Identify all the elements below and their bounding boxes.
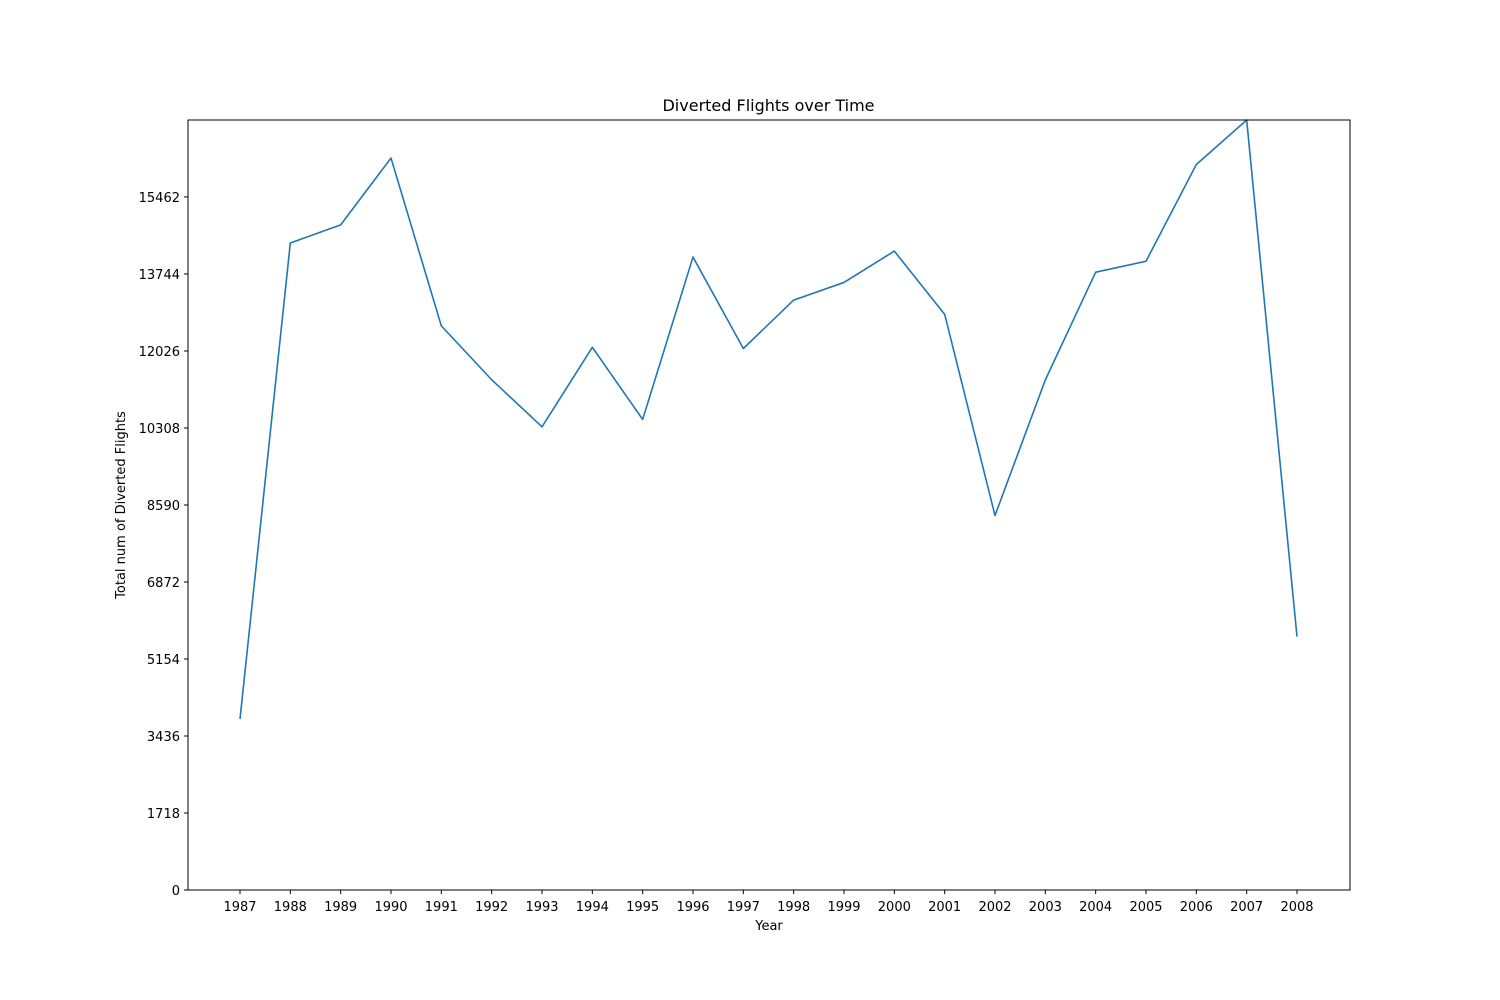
x-axis: 1987 1988 1989 1990 1991 1992 1993 1994 1995 1996… <box>223 890 1314 915</box>
x-tick-label: 2006 <box>1180 900 1213 915</box>
x-tick-label: 2001 <box>928 900 961 915</box>
x-tick-label: 2003 <box>1029 900 1062 915</box>
y-tick-label: 5154 <box>147 653 180 668</box>
x-tick-label: 1987 <box>223 900 256 915</box>
x-tick-label: 1990 <box>374 900 407 915</box>
x-tick-label: 1997 <box>727 900 760 915</box>
y-axis-label: Total num of Diverted Flights <box>114 411 129 600</box>
series-line <box>239 119 1298 720</box>
x-tick-label: 1999 <box>827 900 860 915</box>
plot-series <box>239 119 1298 720</box>
x-axis-label: Year <box>754 919 783 934</box>
x-tick-label: 2002 <box>978 900 1011 915</box>
x-tick-label: 1989 <box>324 900 357 915</box>
x-tick-label: 1995 <box>626 900 659 915</box>
x-tick-label: 1996 <box>676 900 709 915</box>
x-tick-label: 1994 <box>576 900 609 915</box>
chart-title: Diverted Flights over Time <box>662 96 874 115</box>
x-tick-label: 1988 <box>274 900 307 915</box>
y-tick-label: 10308 <box>139 422 180 437</box>
x-tick-label: 1993 <box>525 900 558 915</box>
plot-frame <box>187 119 1351 891</box>
y-tick-label: 1718 <box>147 807 180 822</box>
x-tick-label: 2008 <box>1280 900 1313 915</box>
x-tick-label: 1991 <box>425 900 458 915</box>
y-tick-label: 15462 <box>139 191 180 206</box>
y-tick-label: 12026 <box>139 345 180 360</box>
x-tick-label: 2004 <box>1079 900 1112 915</box>
x-tick-label: 2005 <box>1129 900 1162 915</box>
x-tick-label: 2000 <box>878 900 911 915</box>
y-tick-label: 6872 <box>147 576 180 591</box>
x-tick-label: 1992 <box>475 900 508 915</box>
y-tick-label: 3436 <box>147 730 180 745</box>
y-tick-label: 8590 <box>147 499 180 514</box>
x-tick-label: 2007 <box>1230 900 1263 915</box>
y-tick-label: 0 <box>172 884 180 899</box>
y-tick-label: 13744 <box>139 268 180 283</box>
x-tick-label: 1998 <box>777 900 810 915</box>
y-axis: 0 1718 3436 5154 6872 8590 10308 12026 13744 1546… <box>139 191 188 899</box>
